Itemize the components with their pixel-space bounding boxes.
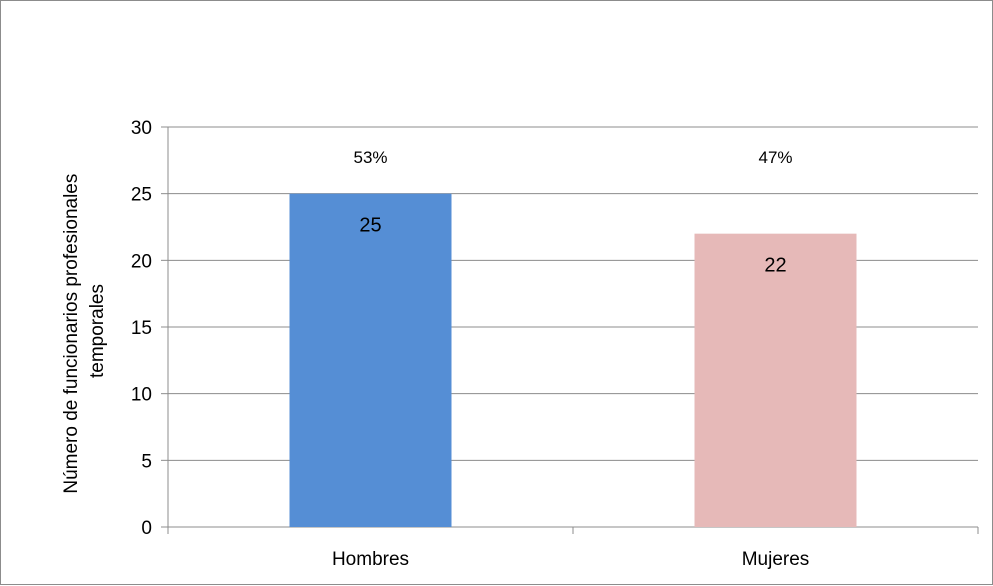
data-labels: 25 53% 22 47% (353, 148, 792, 277)
y-tick-label-10: 10 (131, 385, 152, 406)
y-tick-labels: 0 5 10 15 20 25 30 (131, 118, 152, 539)
percent-label-mujeres: 47% (758, 148, 792, 167)
y-axis-title-line-1: Número de funcionarios profesionales (61, 174, 82, 494)
y-tick-label-25: 25 (131, 185, 152, 206)
x-tick-label-hombres: Hombres (332, 549, 409, 570)
data-label-mujeres: 22 (764, 255, 786, 277)
bar-mujeres (694, 233, 857, 527)
x-tick-label-mujeres: Mujeres (742, 549, 810, 570)
y-axis-title: Número de funcionarios profesionales tem… (61, 168, 108, 493)
y-axis-title-line-2: temporales (87, 284, 108, 378)
bars (289, 193, 857, 527)
bar-hombres (289, 193, 452, 527)
data-label-hombres: 25 (359, 215, 381, 237)
y-tick-label-30: 30 (131, 118, 152, 139)
y-tick-label-20: 20 (131, 251, 152, 272)
y-tick-label-15: 15 (131, 318, 152, 339)
y-tick-label-5: 5 (141, 451, 152, 472)
percent-label-hombres: 53% (353, 148, 387, 167)
y-tick-label-0: 0 (141, 518, 152, 539)
x-tick-labels: Hombres Mujeres (332, 549, 809, 570)
